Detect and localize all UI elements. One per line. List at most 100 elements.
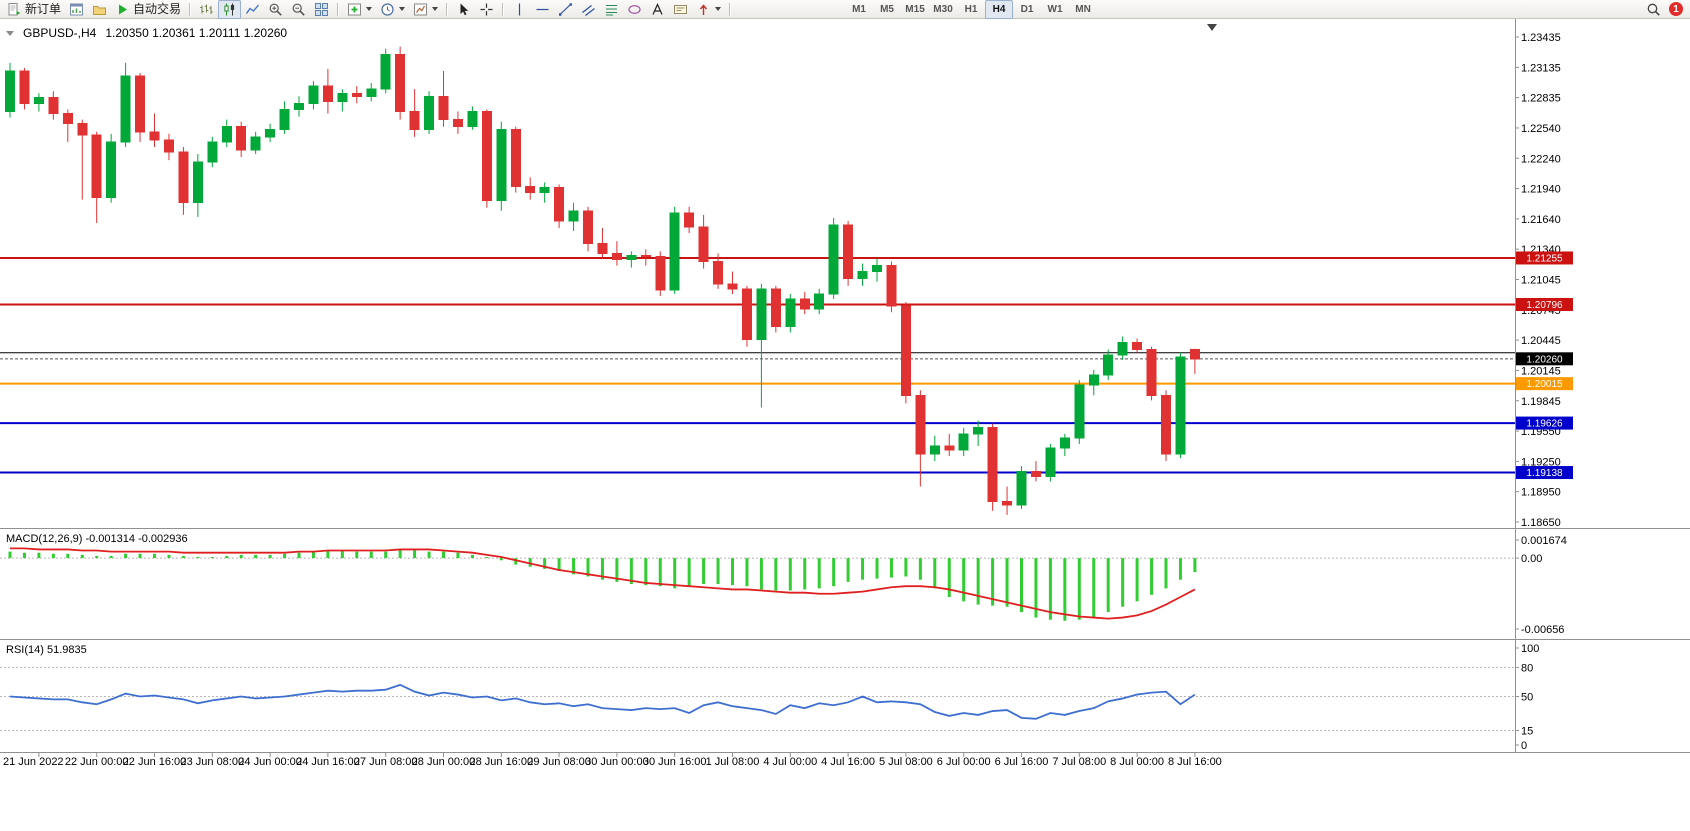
timeframe-d1-button[interactable]: D1 <box>1013 0 1041 19</box>
svg-text:100: 100 <box>1521 643 1539 655</box>
svg-text:8 Jul 16:00: 8 Jul 16:00 <box>1168 756 1222 768</box>
text-tool-button[interactable] <box>646 0 669 19</box>
search-button[interactable] <box>1642 0 1665 19</box>
timeframe-h4-button[interactable]: H4 <box>985 0 1014 19</box>
vertical-line-tool-button[interactable] <box>508 0 531 19</box>
svg-text:1.23435: 1.23435 <box>1521 32 1561 44</box>
svg-text:15: 15 <box>1521 725 1533 737</box>
svg-text:1.23135: 1.23135 <box>1521 62 1561 74</box>
crosshair-tool-button[interactable] <box>475 0 498 19</box>
svg-text:30 Jun 16:00: 30 Jun 16:00 <box>643 756 707 768</box>
svg-text:1.18950: 1.18950 <box>1521 487 1561 499</box>
fibonacci-icon <box>606 4 618 15</box>
timeframe-label: H4 <box>992 3 1006 15</box>
bar-chart-button[interactable] <box>195 0 218 19</box>
indicators-icon <box>348 3 362 15</box>
ellipse-shape-icon <box>628 4 641 14</box>
timeframe-label: D1 <box>1020 3 1034 15</box>
svg-text:1.20445: 1.20445 <box>1521 335 1561 347</box>
templates-button[interactable] <box>409 0 442 19</box>
symbol-period-label: GBPUSD-,H4 <box>23 26 97 40</box>
timeframe-label: M5 <box>880 3 894 15</box>
svg-text:23 Jun 08:00: 23 Jun 08:00 <box>180 756 244 768</box>
arrows-tool-button[interactable] <box>692 0 725 19</box>
svg-text:29 Jun 08:00: 29 Jun 08:00 <box>527 756 591 768</box>
shapes-tool-button[interactable] <box>623 0 646 19</box>
profiles-button[interactable] <box>88 0 111 19</box>
text-label-icon <box>674 4 688 14</box>
autotrading-play-icon <box>119 4 128 14</box>
svg-text:-0.00656: -0.00656 <box>1521 624 1564 636</box>
svg-text:6 Jul 16:00: 6 Jul 16:00 <box>995 756 1049 768</box>
svg-text:1.19626: 1.19626 <box>1526 419 1563 430</box>
svg-text:1.20796: 1.20796 <box>1526 300 1563 311</box>
svg-text:0: 0 <box>1521 740 1527 752</box>
svg-text:7 Jul 08:00: 7 Jul 08:00 <box>1052 756 1106 768</box>
timeframe-m30-button[interactable]: M30 <box>929 0 957 19</box>
templates-icon <box>414 3 428 15</box>
svg-text:0.00: 0.00 <box>1521 553 1542 565</box>
chevron-down-icon <box>432 7 439 11</box>
price-chart-canvas[interactable]: 1.23435 1.23135 1.22835 1.22540 1.22240 1.219… <box>0 19 1690 831</box>
channel-tool-button[interactable] <box>577 0 600 19</box>
trendline-tool-button[interactable] <box>554 0 577 19</box>
indicators-button[interactable] <box>343 0 376 19</box>
toolbar-separator <box>729 2 732 16</box>
bar-chart-icon <box>200 4 213 14</box>
svg-text:4 Jul 16:00: 4 Jul 16:00 <box>821 756 875 768</box>
fibonacci-tool-button[interactable] <box>600 0 623 19</box>
zoom-out-button[interactable] <box>287 0 310 19</box>
ohlc-values-label: 1.20350 1.20361 1.20111 1.20260 <box>105 26 288 40</box>
timeframe-m5-button[interactable]: M5 <box>873 0 901 19</box>
timeframe-label: M1 <box>852 3 866 15</box>
svg-text:22 Jun 00:00: 22 Jun 00:00 <box>65 756 129 768</box>
svg-text:21 Jun 2022: 21 Jun 2022 <box>3 756 64 768</box>
svg-text:1.21640: 1.21640 <box>1521 214 1561 226</box>
svg-text:50: 50 <box>1521 692 1533 704</box>
text-icon <box>652 2 663 15</box>
svg-text:1.21940: 1.21940 <box>1521 184 1561 196</box>
timeframe-m15-button[interactable]: M15 <box>901 0 929 19</box>
svg-text:24 Jun 00:00: 24 Jun 00:00 <box>238 756 302 768</box>
autotrading-button[interactable]: 自动交易 <box>111 0 185 19</box>
cursor-tool-button[interactable] <box>452 0 475 19</box>
alerts-button[interactable]: 1 <box>1665 0 1687 19</box>
timeframe-label: M30 <box>933 3 953 15</box>
alert-count-badge: 1 <box>1669 2 1683 16</box>
candlestick-chart-button[interactable] <box>218 0 242 19</box>
chevron-down-icon <box>399 7 406 11</box>
zoom-in-button[interactable] <box>264 0 287 19</box>
chart-header: GBPUSD-,H4 1.20350 1.20361 1.20111 1.202… <box>6 26 287 40</box>
svg-text:1.22540: 1.22540 <box>1521 123 1561 135</box>
tile-windows-button[interactable] <box>310 0 333 19</box>
timeframe-m1-button[interactable]: M1 <box>845 0 873 19</box>
svg-text:1 Jul 08:00: 1 Jul 08:00 <box>706 756 760 768</box>
timeframe-w1-button[interactable]: W1 <box>1041 0 1069 19</box>
timeframe-label: W1 <box>1047 3 1063 15</box>
text-label-tool-button[interactable] <box>669 0 692 19</box>
one-click-trading-caret[interactable] <box>6 30 14 36</box>
svg-text:0.001674: 0.001674 <box>1521 535 1567 547</box>
svg-text:22 Jun 16:00: 22 Jun 16:00 <box>123 756 187 768</box>
svg-text:8 Jul 00:00: 8 Jul 00:00 <box>1110 756 1164 768</box>
candlestick-chart-icon <box>224 3 235 15</box>
trendline-icon <box>559 2 572 16</box>
chart-window-button[interactable] <box>65 0 88 19</box>
periods-button[interactable] <box>376 0 409 19</box>
svg-text:28 Jun 00:00: 28 Jun 00:00 <box>412 756 476 768</box>
crosshair-icon <box>480 3 493 15</box>
svg-text:1.21255: 1.21255 <box>1526 253 1563 264</box>
new-order-label: 新订单 <box>25 1 62 16</box>
svg-text:30 Jun 00:00: 30 Jun 00:00 <box>585 756 649 768</box>
equidistant-channel-icon <box>582 4 595 16</box>
horizontal-line-tool-button[interactable] <box>531 0 554 19</box>
toolbar-separator <box>502 2 505 16</box>
new-order-button[interactable]: 新订单 <box>3 0 65 19</box>
svg-text:27 Jun 08:00: 27 Jun 08:00 <box>354 756 418 768</box>
timeframe-mn-button[interactable]: MN <box>1069 0 1097 19</box>
cursor-icon <box>460 3 469 15</box>
timeframe-h1-button[interactable]: H1 <box>957 0 985 19</box>
svg-text:1.20145: 1.20145 <box>1521 365 1561 377</box>
line-chart-button[interactable] <box>241 0 264 19</box>
